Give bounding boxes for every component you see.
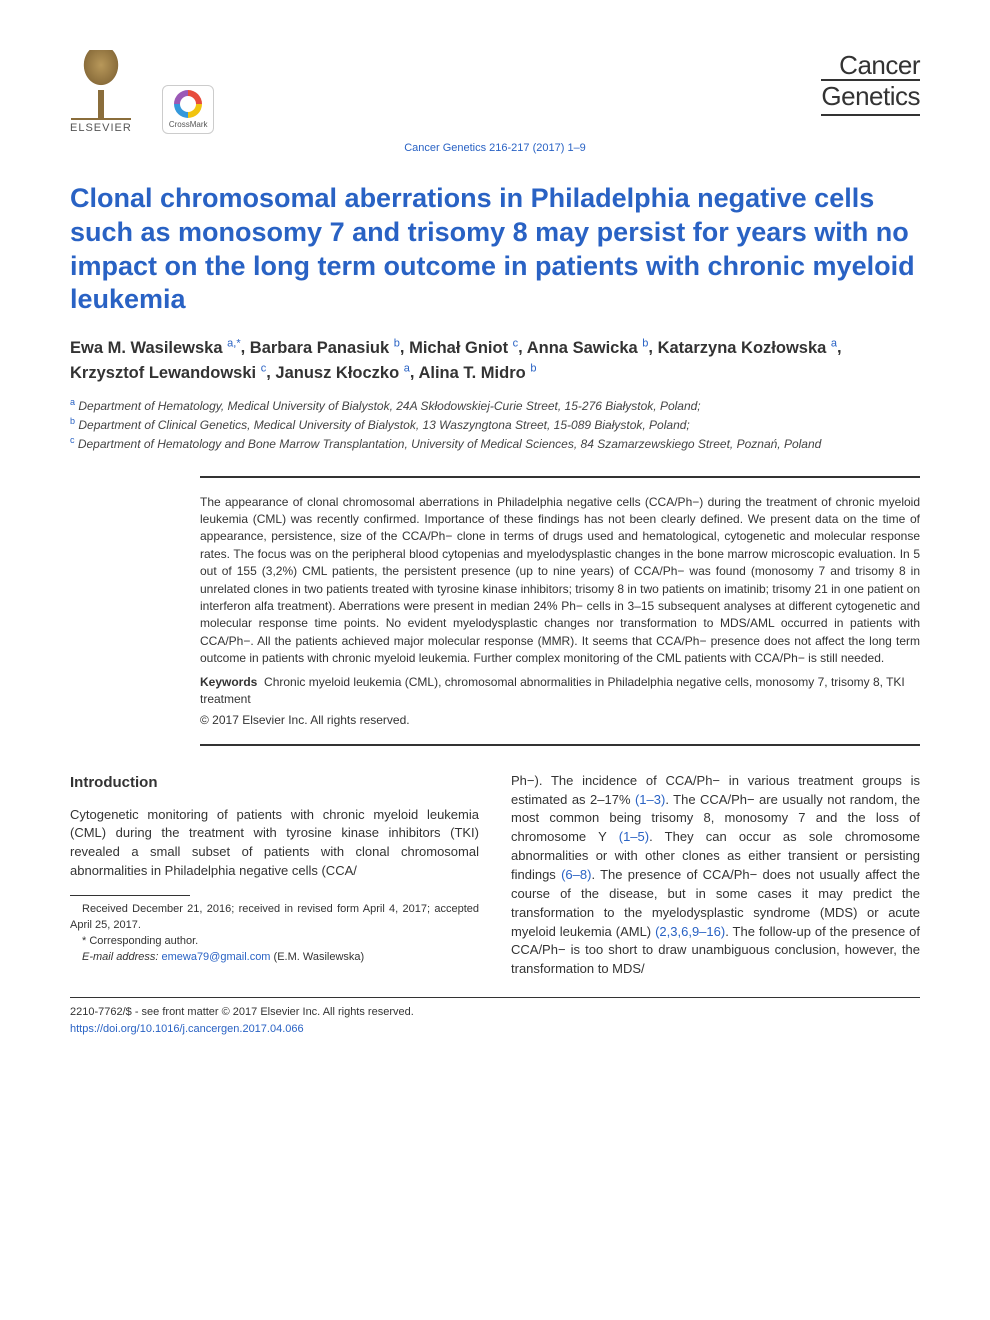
elsevier-tree-icon [71,50,131,120]
ref-link[interactable]: (2,3,6,9–16) [655,924,725,939]
author[interactable]: Anna Sawicka b [527,339,649,357]
crossmark-badge[interactable]: CrossMark [162,85,215,134]
author[interactable]: Michał Gniot c [409,339,518,357]
doi-link[interactable]: https://doi.org/10.1016/j.cancergen.2017… [70,1023,304,1035]
page-footer: 2210-7762/$ - see front matter © 2017 El… [70,1004,920,1037]
publisher-name: ELSEVIER [70,122,132,134]
article-title: Clonal chromosomal aberrations in Philad… [70,182,920,317]
footnote-rule [70,895,190,896]
abstract-copyright: © 2017 Elsevier Inc. All rights reserved… [200,712,920,729]
footnote-email: E-mail address: emewa79@gmail.com (E.M. … [70,950,479,966]
author[interactable]: Alina T. Midro b [418,364,536,382]
keywords-text: Chronic myeloid leukemia (CML), chromoso… [200,675,905,706]
intro-paragraph-right: Ph−). The incidence of CCA/Ph− in variou… [511,772,920,979]
footer-issn: 2210-7762/$ - see front matter © 2017 El… [70,1004,920,1021]
footnotes: Received December 21, 2016; received in … [70,902,479,966]
journal-brand: Cancer Genetics [821,50,920,116]
footnote-corresponding: * Corresponding author. [70,934,479,950]
citation-line: Cancer Genetics 216-217 (2017) 1–9 [70,142,920,154]
column-right: Ph−). The incidence of CCA/Ph− in variou… [511,772,920,979]
body-columns: Introduction Cytogenetic monitoring of p… [70,772,920,979]
affiliation-c: c Department of Hematology and Bone Marr… [70,434,920,453]
ref-link[interactable]: (1–3) [635,792,665,807]
affiliations: a Department of Hematology, Medical Univ… [70,396,920,454]
abstract-box: The appearance of clonal chromosomal abe… [200,476,920,746]
author[interactable]: Janusz Kłoczko a [275,364,410,382]
page-header: ELSEVIER CrossMark Cancer Genetics [70,50,920,134]
publisher-logo[interactable]: ELSEVIER [70,50,132,134]
affiliation-b: b Department of Clinical Genetics, Medic… [70,415,920,434]
journal-brand-word-1: Cancer [821,50,920,81]
author[interactable]: Krzysztof Lewandowski c [70,364,266,382]
journal-brand-word-2: Genetics [821,79,920,116]
affiliation-a: a Department of Hematology, Medical Univ… [70,396,920,415]
author[interactable]: Katarzyna Kozłowska a [658,339,837,357]
keywords-line: Keywords Chronic myeloid leukemia (CML),… [200,674,920,709]
ref-link[interactable]: (6–8) [561,867,591,882]
abstract-text: The appearance of clonal chromosomal abe… [200,494,920,668]
column-left: Introduction Cytogenetic monitoring of p… [70,772,479,979]
introduction-heading: Introduction [70,772,479,794]
crossmark-icon [174,90,202,118]
header-left: ELSEVIER CrossMark [70,50,214,134]
author-list: Ewa M. Wasilewska a,*, Barbara Panasiuk … [70,335,920,386]
intro-paragraph-left: Cytogenetic monitoring of patients with … [70,806,479,881]
crossmark-label: CrossMark [169,120,208,129]
corresponding-email-link[interactable]: emewa79@gmail.com [161,951,270,963]
footer-rule [70,997,920,998]
author[interactable]: Barbara Panasiuk b [250,339,400,357]
keywords-label: Keywords [200,675,257,689]
author[interactable]: Ewa M. Wasilewska a,* [70,339,241,357]
footnote-received: Received December 21, 2016; received in … [70,902,479,934]
ref-link[interactable]: (1–5) [619,829,649,844]
